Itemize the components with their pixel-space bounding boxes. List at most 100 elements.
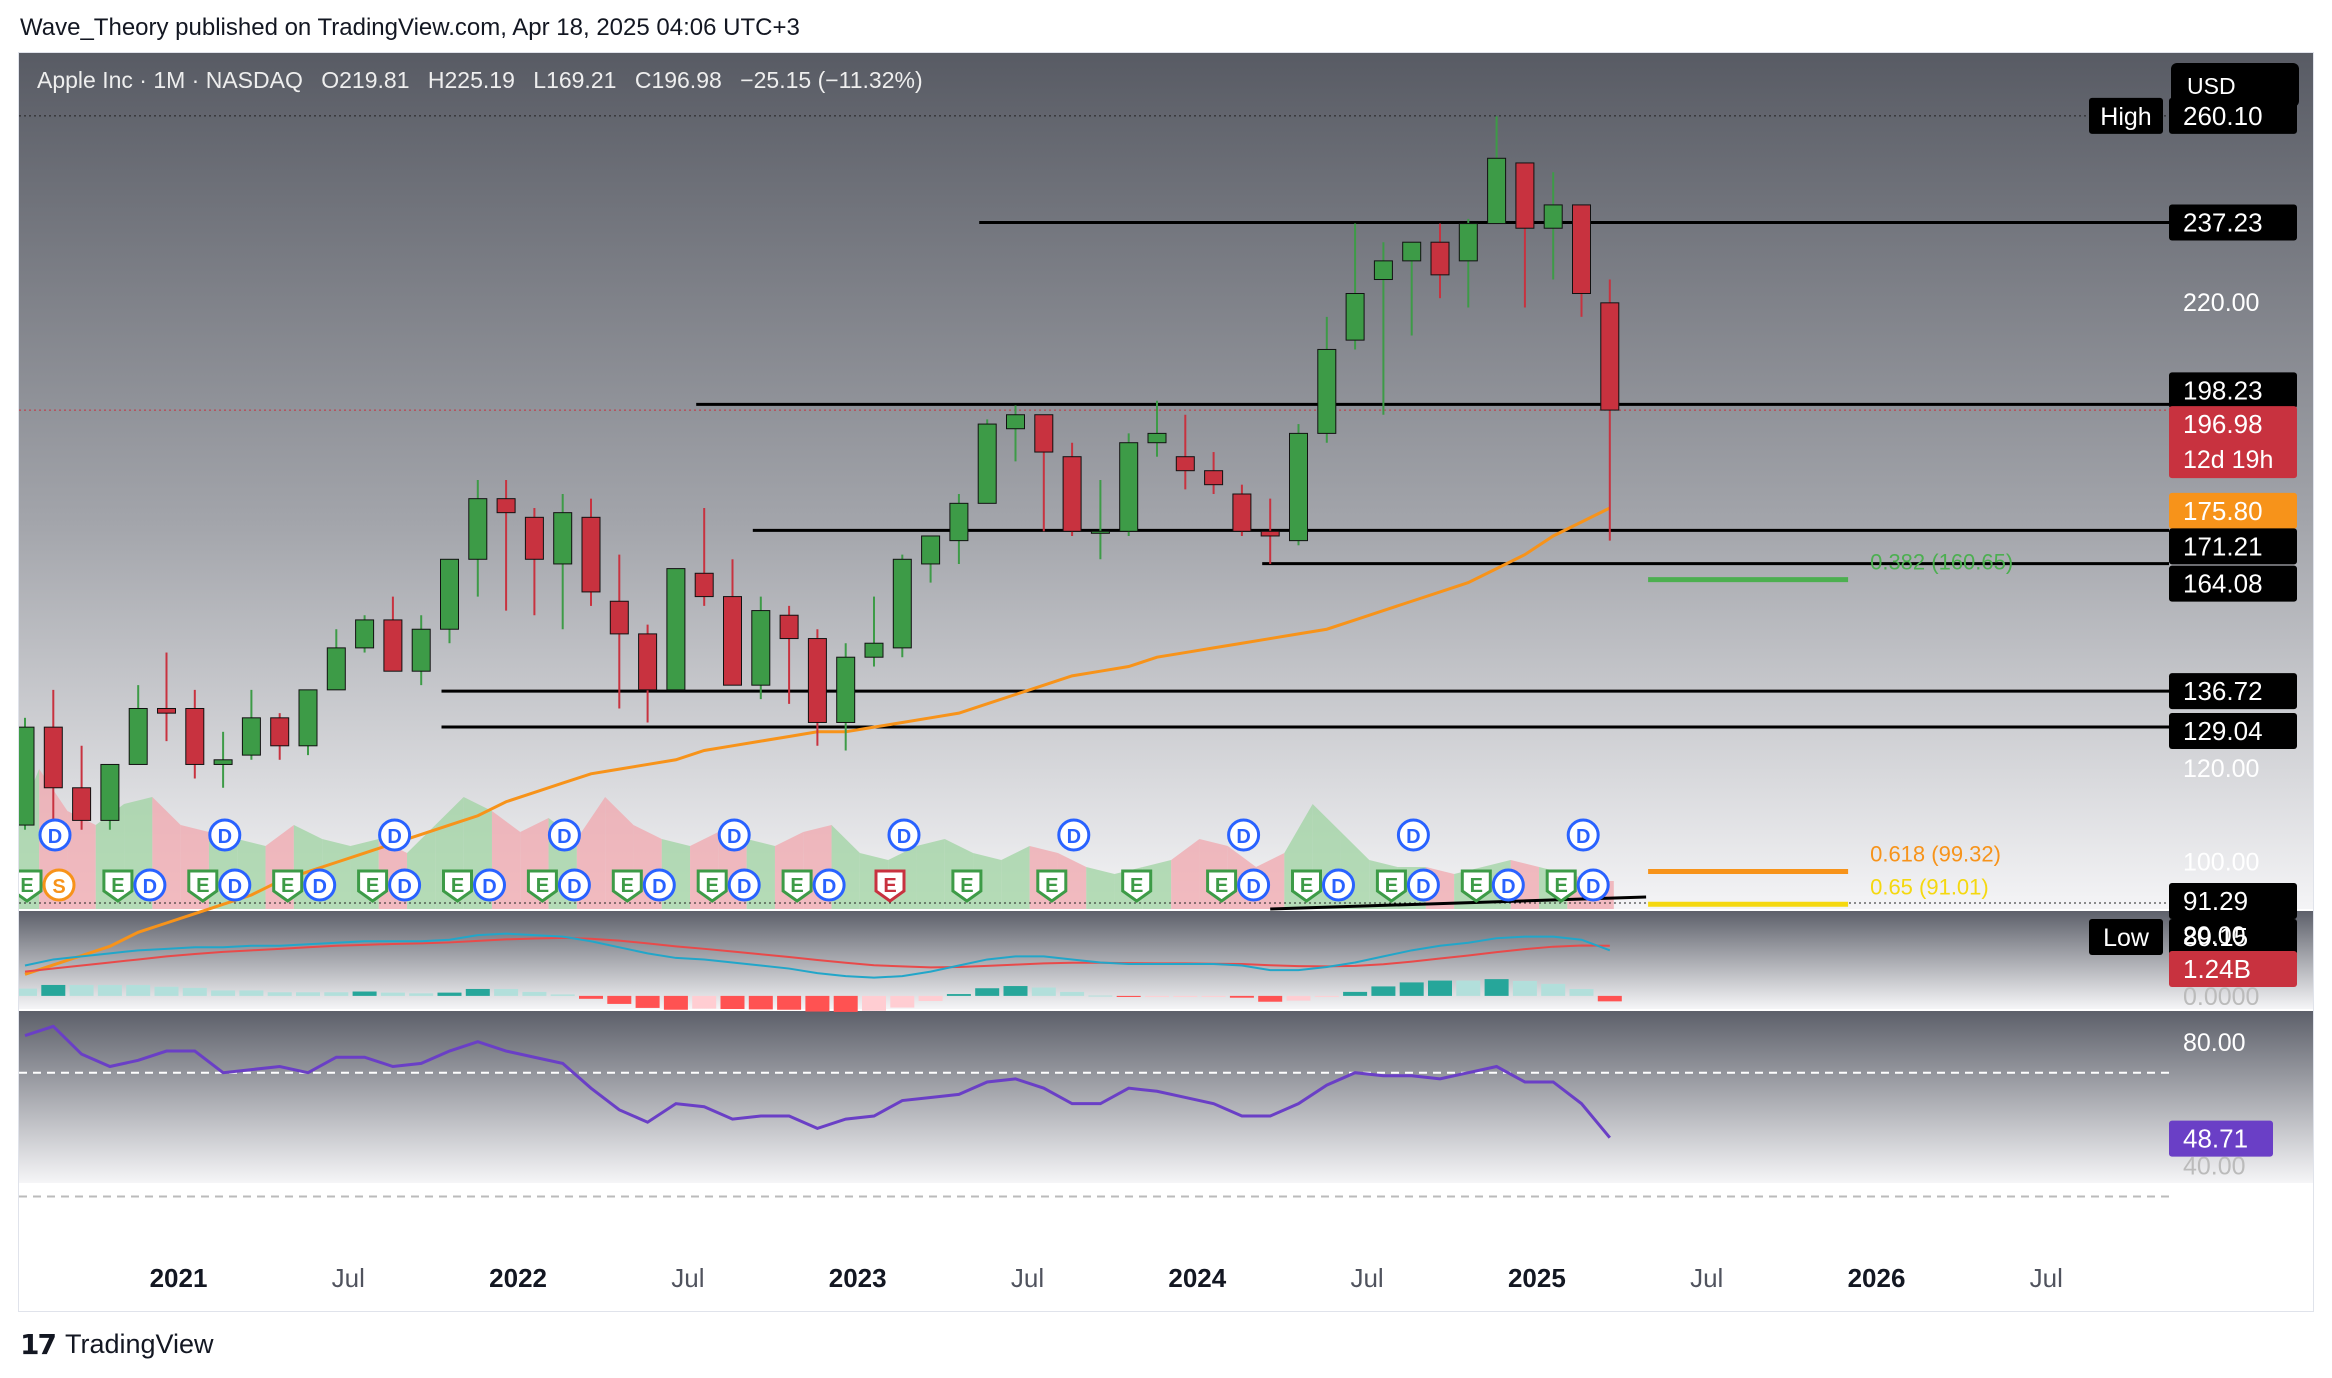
earnings-marker[interactable]: E xyxy=(1375,869,1407,903)
candle[interactable] xyxy=(892,554,912,658)
candle-body[interactable] xyxy=(553,512,573,565)
dividend-marker[interactable]: D xyxy=(717,818,751,852)
candle-body[interactable] xyxy=(609,600,629,635)
candle[interactable] xyxy=(638,624,658,723)
earnings-marker[interactable]: E xyxy=(357,869,389,903)
earnings-marker[interactable]: E xyxy=(951,869,983,903)
candle[interactable] xyxy=(440,558,459,644)
candle-body[interactable] xyxy=(1402,241,1422,262)
candle-body[interactable] xyxy=(1458,223,1478,262)
time-axis[interactable]: Jul 2021 Jul 2022 Jul 2023 Jul 2024 Jul 2025 Jul 20… xyxy=(19,1263,2063,1293)
tradingview-logo[interactable]: 17 TradingView xyxy=(20,1328,214,1361)
dividend-marker[interactable]: D xyxy=(1406,868,1440,902)
candle-body[interactable] xyxy=(977,423,997,504)
candle-body[interactable] xyxy=(270,717,290,747)
dividend-marker[interactable]: D xyxy=(218,868,252,902)
candle-body[interactable] xyxy=(383,619,403,672)
candle[interactable] xyxy=(213,731,233,788)
dividend-marker[interactable]: D xyxy=(38,818,72,852)
candle[interactable] xyxy=(1289,424,1308,546)
candle-body[interactable] xyxy=(1062,456,1082,532)
candle-body[interactable] xyxy=(72,787,92,821)
dividend-marker[interactable]: D xyxy=(473,868,506,902)
candle-body[interactable] xyxy=(185,707,205,765)
candle[interactable] xyxy=(1006,405,1025,462)
candle[interactable] xyxy=(666,568,686,691)
candle[interactable] xyxy=(524,507,544,616)
earnings-marker[interactable]: E xyxy=(696,869,728,903)
dividend-marker[interactable]: D xyxy=(388,868,422,902)
candle[interactable] xyxy=(1034,414,1054,532)
candle[interactable] xyxy=(383,596,403,672)
candle[interactable] xyxy=(1543,172,1563,280)
candle-body[interactable] xyxy=(1147,432,1167,444)
candle[interactable] xyxy=(1062,442,1082,536)
currency-button[interactable]: USD xyxy=(2171,63,2299,107)
candle[interactable] xyxy=(723,559,742,686)
candle-body[interactable] xyxy=(836,656,856,723)
candle-body[interactable] xyxy=(807,638,827,723)
candle-body[interactable] xyxy=(411,628,431,672)
candle-body[interactable] xyxy=(921,535,941,565)
dividend-marker[interactable]: D xyxy=(1322,868,1355,902)
earnings-marker[interactable]: E xyxy=(1291,869,1322,903)
candle-body[interactable] xyxy=(892,558,912,649)
candle[interactable] xyxy=(1515,162,1535,308)
candle[interactable] xyxy=(1373,242,1393,415)
candle-body[interactable] xyxy=(1600,302,1620,411)
dividend-marker[interactable]: D xyxy=(208,818,242,852)
candle[interactable] xyxy=(949,494,969,564)
dividend-marker[interactable]: D xyxy=(812,868,846,902)
candle[interactable] xyxy=(1600,279,1620,541)
candle[interactable] xyxy=(72,745,92,830)
candle-body[interactable] xyxy=(1515,162,1535,229)
split-marker[interactable]: S xyxy=(42,868,76,902)
candle-body[interactable] xyxy=(1373,260,1393,281)
candle[interactable] xyxy=(836,643,856,751)
earnings-marker[interactable]: E xyxy=(1545,869,1577,903)
candle-body[interactable] xyxy=(1260,530,1280,537)
candle-body[interactable] xyxy=(19,726,35,826)
candle[interactable] xyxy=(1119,433,1139,536)
candle-body[interactable] xyxy=(440,558,459,630)
candle-body[interactable] xyxy=(666,568,686,691)
dividend-marker[interactable]: D xyxy=(1576,868,1610,902)
candle-body[interactable] xyxy=(1487,157,1507,225)
candle-body[interactable] xyxy=(213,759,233,765)
candle-body[interactable] xyxy=(694,572,714,598)
candle-body[interactable] xyxy=(1204,470,1224,486)
candle-body[interactable] xyxy=(723,596,742,686)
chart-frame[interactable]: 0.382 (160.65) 0.618 (99.32) 0.65 (91.01) … xyxy=(18,52,2314,1312)
candle[interactable] xyxy=(779,605,799,704)
dividend-marker[interactable]: D xyxy=(378,818,412,852)
candle[interactable] xyxy=(694,507,714,606)
candle[interactable] xyxy=(411,615,431,686)
candle[interactable] xyxy=(1232,484,1252,536)
earnings-marker[interactable]: E xyxy=(874,869,906,903)
candle-body[interactable] xyxy=(326,647,346,691)
earnings-marker[interactable]: E xyxy=(442,869,473,903)
candle-body[interactable] xyxy=(1430,241,1450,276)
candle-body[interactable] xyxy=(157,707,176,714)
candle-body[interactable] xyxy=(1232,493,1252,532)
dividend-marker[interactable]: D xyxy=(1491,868,1525,902)
dividend-marker[interactable]: D xyxy=(133,868,167,902)
candle[interactable] xyxy=(468,480,488,597)
candle-body[interactable] xyxy=(1090,530,1110,534)
candle[interactable] xyxy=(553,494,573,630)
candle-body[interactable] xyxy=(298,689,318,747)
event-markers[interactable]: D D D D D D D D D DE S E D E D E D E D E D E D E D E D E D E E E E E D E D E D… xyxy=(19,818,1610,903)
candle-body[interactable] xyxy=(864,642,884,658)
candle-body[interactable] xyxy=(128,707,148,765)
candle-body[interactable] xyxy=(751,610,771,686)
candle[interactable] xyxy=(355,615,375,653)
candle[interactable] xyxy=(1175,414,1195,490)
candle-body[interactable] xyxy=(1034,414,1054,453)
dividend-marker[interactable]: D xyxy=(727,868,761,902)
candle[interactable] xyxy=(864,596,884,667)
candle-body[interactable] xyxy=(1317,348,1337,434)
candles[interactable] xyxy=(19,116,1620,849)
candle-body[interactable] xyxy=(1006,414,1025,430)
candle-body[interactable] xyxy=(949,502,969,542)
candle[interactable] xyxy=(977,419,997,504)
